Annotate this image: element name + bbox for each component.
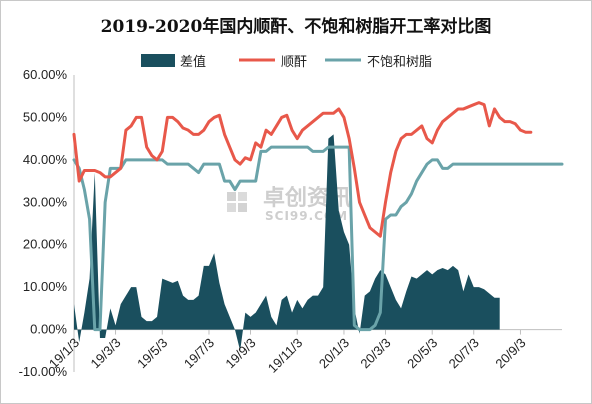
x-tick-label: 19/3/3 <box>87 335 123 371</box>
legend: 差值 顺酐 不饱和树脂 <box>141 54 432 70</box>
x-axis-labels: 19/1/3 19/3/3 19/5/3 19/7/3 19/9/3 19/11/3 20/… <box>46 335 529 376</box>
x-tick-label: 19/5/3 <box>134 335 170 371</box>
y-tick-label: 60.00% <box>23 67 68 82</box>
series-area-diff <box>74 134 500 351</box>
x-tick-label: 20/1/3 <box>316 335 352 371</box>
x-tick-label: 20/3/3 <box>357 335 393 371</box>
x-tick-label: 19/7/3 <box>181 335 217 371</box>
y-tick-label: 10.00% <box>23 279 68 294</box>
axes: -10.00% 0.00% 10.00% 20.00% 30.00% 40.00% 50.0… <box>19 67 562 379</box>
y-tick-label: 0.00% <box>30 322 67 337</box>
legend-label-diff: 差值 <box>180 54 206 70</box>
watermark-logo-block <box>227 192 236 201</box>
x-tick-label: 20/9/3 <box>492 335 528 371</box>
watermark-logo-block <box>227 203 236 212</box>
plot-area <box>72 101 564 351</box>
watermark-logo-block <box>238 192 247 201</box>
legend-label-resin: 不饱和树脂 <box>367 55 432 70</box>
y-tick-label: 20.00% <box>23 237 68 252</box>
x-tick-label: 19/11/3 <box>265 335 306 376</box>
x-tick-label: 20/5/3 <box>404 335 440 371</box>
y-tick-label: -10.00% <box>19 364 68 379</box>
chart-title: 2019-2020年国内顺酐、不饱和树脂开工率对比图 <box>101 16 492 37</box>
y-tick-label: 40.00% <box>23 152 68 167</box>
y-tick-label: 30.00% <box>23 194 68 209</box>
series-line-maleic <box>72 101 533 238</box>
x-tick-label: 20/7/3 <box>446 335 482 371</box>
y-tick-label: 50.00% <box>23 109 68 124</box>
watermark-logo-block <box>238 203 247 212</box>
legend-swatch-diff <box>141 54 175 67</box>
legend-label-maleic: 顺酐 <box>281 55 307 70</box>
